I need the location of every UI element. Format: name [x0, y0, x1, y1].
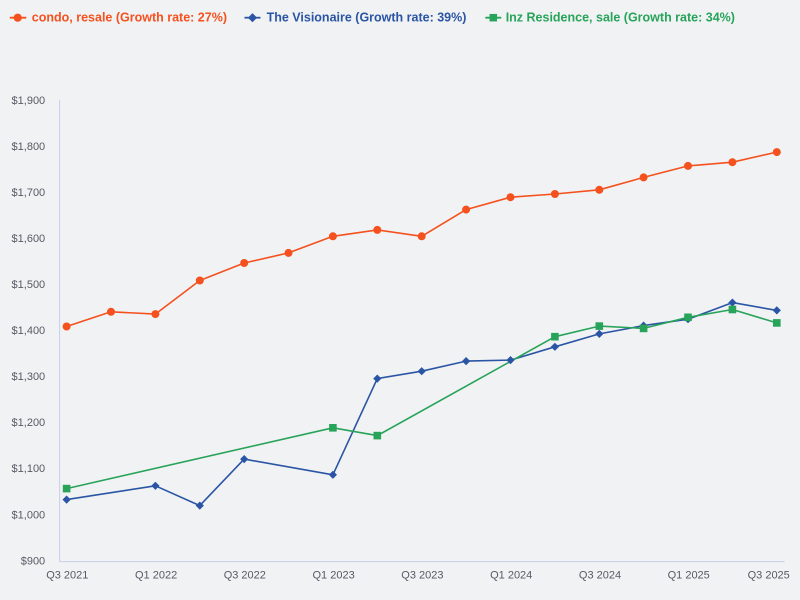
svg-text:$1,200: $1,200	[12, 417, 46, 429]
svg-text:The Visionaire (Growth rate: 3: The Visionaire (Growth rate: 39%)	[267, 11, 467, 25]
svg-text:Q3 2025: Q3 2025	[748, 569, 790, 581]
svg-text:Q1 2023: Q1 2023	[312, 569, 354, 581]
svg-text:$1,300: $1,300	[12, 371, 46, 383]
svg-text:$1,700: $1,700	[12, 187, 46, 199]
svg-text:Q3 2024: Q3 2024	[579, 569, 621, 581]
svg-text:Q3 2021: Q3 2021	[46, 569, 88, 581]
svg-text:$1,600: $1,600	[12, 233, 46, 245]
svg-text:$1,000: $1,000	[12, 509, 46, 521]
svg-text:$1,800: $1,800	[12, 141, 46, 153]
svg-text:Q1 2025: Q1 2025	[668, 569, 710, 581]
svg-text:condo, resale (Growth rate: 27: condo, resale (Growth rate: 27%)	[32, 11, 227, 25]
svg-text:Inz Residence, sale (Growth ra: Inz Residence, sale (Growth rate: 34%)	[506, 11, 735, 25]
svg-text:$900: $900	[21, 555, 45, 567]
svg-text:$1,100: $1,100	[12, 463, 46, 475]
svg-text:$1,500: $1,500	[12, 279, 46, 291]
svg-text:Q3 2023: Q3 2023	[401, 569, 443, 581]
svg-text:Q3 2022: Q3 2022	[224, 569, 266, 581]
svg-text:$1,900: $1,900	[12, 95, 46, 107]
svg-text:$1,400: $1,400	[12, 325, 46, 337]
svg-text:Q1 2022: Q1 2022	[135, 569, 177, 581]
svg-text:Q1 2024: Q1 2024	[490, 569, 532, 581]
